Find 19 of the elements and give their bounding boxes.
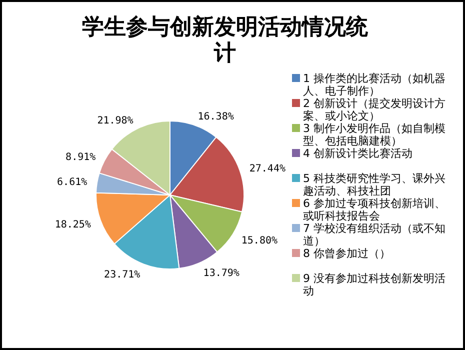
data-label: 21.98% — [97, 115, 134, 126]
legend-label: 6 参加过专项科技创新培训、或听科技报告会 — [303, 197, 446, 222]
legend-label: 9 没有参加过科技创新发明活动 — [303, 272, 446, 298]
legend-label: 2 创新设计（提交发明设计方案、或小论文） — [303, 97, 446, 122]
data-label: 16.38% — [198, 112, 234, 123]
legend-label: 8 你曾参加过（） — [303, 247, 390, 260]
legend-label: 1 操作类的比赛活动（如机器人、电子制作） — [303, 72, 446, 98]
data-label: 23.71% — [104, 270, 140, 281]
chart-title: 学生参与创新发明活动情况统计 — [82, 14, 369, 65]
data-label: 8.91% — [66, 152, 96, 163]
data-label: 27.44% — [249, 163, 286, 174]
legend-label: 5 科技类研究性学习、课外兴趣活动、科技社团 — [303, 172, 446, 198]
data-label: 13.79% — [203, 268, 240, 280]
legend-label: 3 制作小发明作品（如自制模型、包括电脑建模） — [303, 122, 446, 148]
data-label: 6.61% — [57, 177, 88, 188]
legend-label: 4 创新设计类比赛活动 — [303, 147, 412, 160]
data-label: 18.25% — [54, 219, 91, 230]
data-label: 15.80% — [241, 235, 278, 246]
legend-label: 7 学校没有组织活动（或不知道） — [303, 222, 446, 248]
